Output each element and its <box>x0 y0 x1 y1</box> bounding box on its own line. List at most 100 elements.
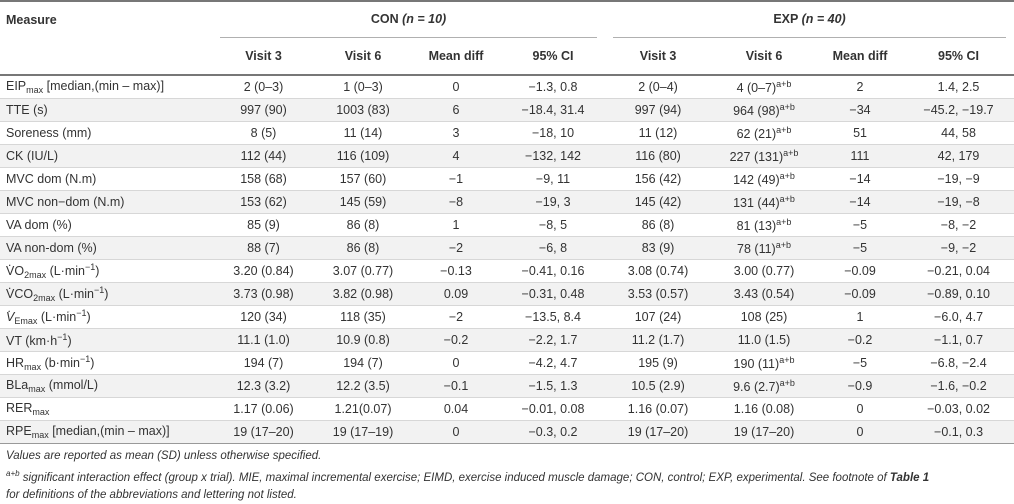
exp-cell: 19 (17–20) <box>627 425 689 439</box>
exp-cell: 156 (42) <box>634 172 682 186</box>
exp-cell: 116 (80) <box>635 149 681 163</box>
exp-group-header: EXP (n = 40) <box>605 1 1014 38</box>
con-cell: 0 <box>452 356 460 370</box>
measure-cell: VT (km·h−1) <box>6 332 72 348</box>
table-row: RPEmax [median,(min – max)] 19 (17–20) 19 … <box>0 420 1014 444</box>
con-cell: 0 <box>452 425 460 439</box>
exp-cell: 111 <box>850 149 870 163</box>
measure-cell: RERmax <box>6 401 50 417</box>
con-cell: 112 (44) <box>240 149 287 163</box>
exp-cell: 51 <box>853 126 867 140</box>
exp-cell: 9.6 (2.7)a+b <box>733 378 795 394</box>
table-footnotes: Values are reported as mean (SD) unless … <box>6 448 1006 504</box>
con-cell: 12.2 (3.5) <box>336 379 390 393</box>
con-cell: 19 (17–19) <box>332 425 394 439</box>
measure-cell: VCO2max (L·min−1) <box>0 278 212 306</box>
con-cell: −0.3, 0.2 <box>528 425 578 439</box>
table-row: EIPmax [median,(min – max)] 2 (0–3) 1 (0–3… <box>0 75 1014 99</box>
table1-reference: Table 1 <box>889 472 930 484</box>
exp-cell: −9, −2 <box>940 241 977 255</box>
exp-cell: −14 <box>849 195 871 209</box>
exp-cell: −0.21, 0.04 <box>927 264 990 278</box>
exp-cell: −8, −2 <box>940 218 977 232</box>
con-cell: 997 (90) <box>240 103 287 117</box>
significance-marker: a+b <box>783 148 799 158</box>
table-row: HRmax (b·min−1) 194 (7) 194 (7) 0 −4.2, 4.7 1… <box>0 352 1014 375</box>
exp-cell: 62 (21)a+b <box>736 125 792 141</box>
exp-cell: −0.2 <box>847 333 873 347</box>
exp-cell: 1 <box>856 310 864 324</box>
con-cell: 116 (109) <box>336 149 390 163</box>
significance-marker: a+b <box>779 194 795 204</box>
measure-cell: RPEmax [median,(min – max)] <box>6 424 170 440</box>
exp-cell: 44, 58 <box>941 126 976 140</box>
measure-cell: VEmax (L·min−1) <box>0 301 212 329</box>
con-cell: −9, 11 <box>535 172 571 186</box>
table-row: BLamax (mmol/L) 12.3 (3.2) 12.2 (3.5) −0.1 −… <box>0 374 1014 398</box>
exp-cell: −0.09 <box>844 264 876 278</box>
con-cell: −4.2, 4.7 <box>528 356 578 370</box>
significance-marker: a+b <box>776 217 792 227</box>
exp-cell: 1.4, 2.5 <box>937 80 980 94</box>
measure-cell: EIPmax [median,(min – max)] <box>6 79 165 95</box>
con-cell: 8 (5) <box>250 126 277 140</box>
exp-cell: −19, −9 <box>937 172 980 186</box>
significance-marker: a+b <box>775 240 791 250</box>
con-cell: 11.1 (1.0) <box>237 333 290 347</box>
exp-meandiff-header: Mean diff <box>832 49 888 63</box>
table-row: MVC dom (N.m) 158 (68) 157 (60) −1 −9, 11 156… <box>0 168 1014 191</box>
measure-cell: MVC non−dom (N.m) <box>6 195 125 209</box>
significance-marker: a+b <box>779 355 795 365</box>
exp-cell: −1.6, −0.2 <box>930 379 987 393</box>
con-cell: 0 <box>452 80 460 94</box>
measure-cell: TTE (s) <box>6 103 48 117</box>
con-cell: −1 <box>448 172 464 186</box>
measure-cell: VA non-dom (%) <box>6 241 97 255</box>
exp-cell: −6.8, −2.4 <box>930 356 987 370</box>
con-cell: 10.9 (0.8) <box>336 333 390 347</box>
exp-cell: 11.2 (1.7) <box>631 333 685 347</box>
table-row: TTE (s) 997 (90) 1003 (83) 6 −18.4, 31.4 997 … <box>0 98 1014 122</box>
con-cell: −132, 142 <box>525 149 581 163</box>
significance-marker: a+b <box>776 79 792 89</box>
con-cell: −1.5, 1.3 <box>528 379 578 393</box>
table-row: CK (IU/L) 112 (44) 116 (109) 4 −132, 142 116 … <box>0 144 1014 168</box>
exp-cell: −6.0, 4.7 <box>934 310 984 324</box>
con-cell: 3.07 (0.77) <box>332 264 394 278</box>
con-cell: −1.3, 0.8 <box>528 80 578 94</box>
exp-cell: −5 <box>852 356 868 370</box>
con-cell: 1 <box>452 218 460 232</box>
con-cell: 145 (59) <box>339 195 387 209</box>
table-row: VA dom (%) 85 (9) 86 (8) 1 −8, 5 86 (8) 81 (13… <box>0 214 1014 237</box>
exp-cell: 3.00 (0.77) <box>733 264 795 278</box>
con-cell: −0.31, 0.48 <box>521 287 585 301</box>
con-cell: 4 <box>452 149 460 163</box>
exp-cell: 1.16 (0.07) <box>627 402 689 416</box>
exp-cell: 4 (0–7)a+b <box>736 79 792 95</box>
con-meandiff-header: Mean diff <box>428 49 484 63</box>
con-cell: 1003 (83) <box>336 103 390 117</box>
measure-header: Measure <box>6 13 57 27</box>
exp-cell: 2 <box>856 80 864 94</box>
measure-cell: HRmax (b·min−1) <box>6 354 95 372</box>
con-cell: 11 (14) <box>343 126 383 140</box>
exp-cell: 108 (25) <box>740 310 788 324</box>
significance-marker: a+b <box>776 125 792 135</box>
con-cell: 158 (68) <box>240 172 287 186</box>
con-cell: 19 (17–20) <box>233 425 294 439</box>
con-cell: −8 <box>448 195 464 209</box>
con-cell: 1.21(0.07) <box>334 402 392 416</box>
con-cell: 86 (8) <box>346 218 380 232</box>
exp-cell: −19, −8 <box>937 195 980 209</box>
con-cell: −2 <box>448 241 464 255</box>
exp-cell: −1.1, 0.7 <box>934 333 984 347</box>
exp-cell: −0.1, 0.3 <box>934 425 984 439</box>
con-cell: −0.41, 0.16 <box>521 264 585 278</box>
con-visit3-header: Visit 3 <box>245 49 282 63</box>
con-cell: 85 (9) <box>247 218 280 232</box>
con-cell: −0.1 <box>443 379 469 393</box>
footnote-definitions: for definitions of the abbreviations and… <box>6 489 297 501</box>
exp-cell: 11 (12) <box>638 126 678 140</box>
con-cell: −8, 5 <box>538 218 568 232</box>
exp-cell: 997 (94) <box>634 103 682 117</box>
